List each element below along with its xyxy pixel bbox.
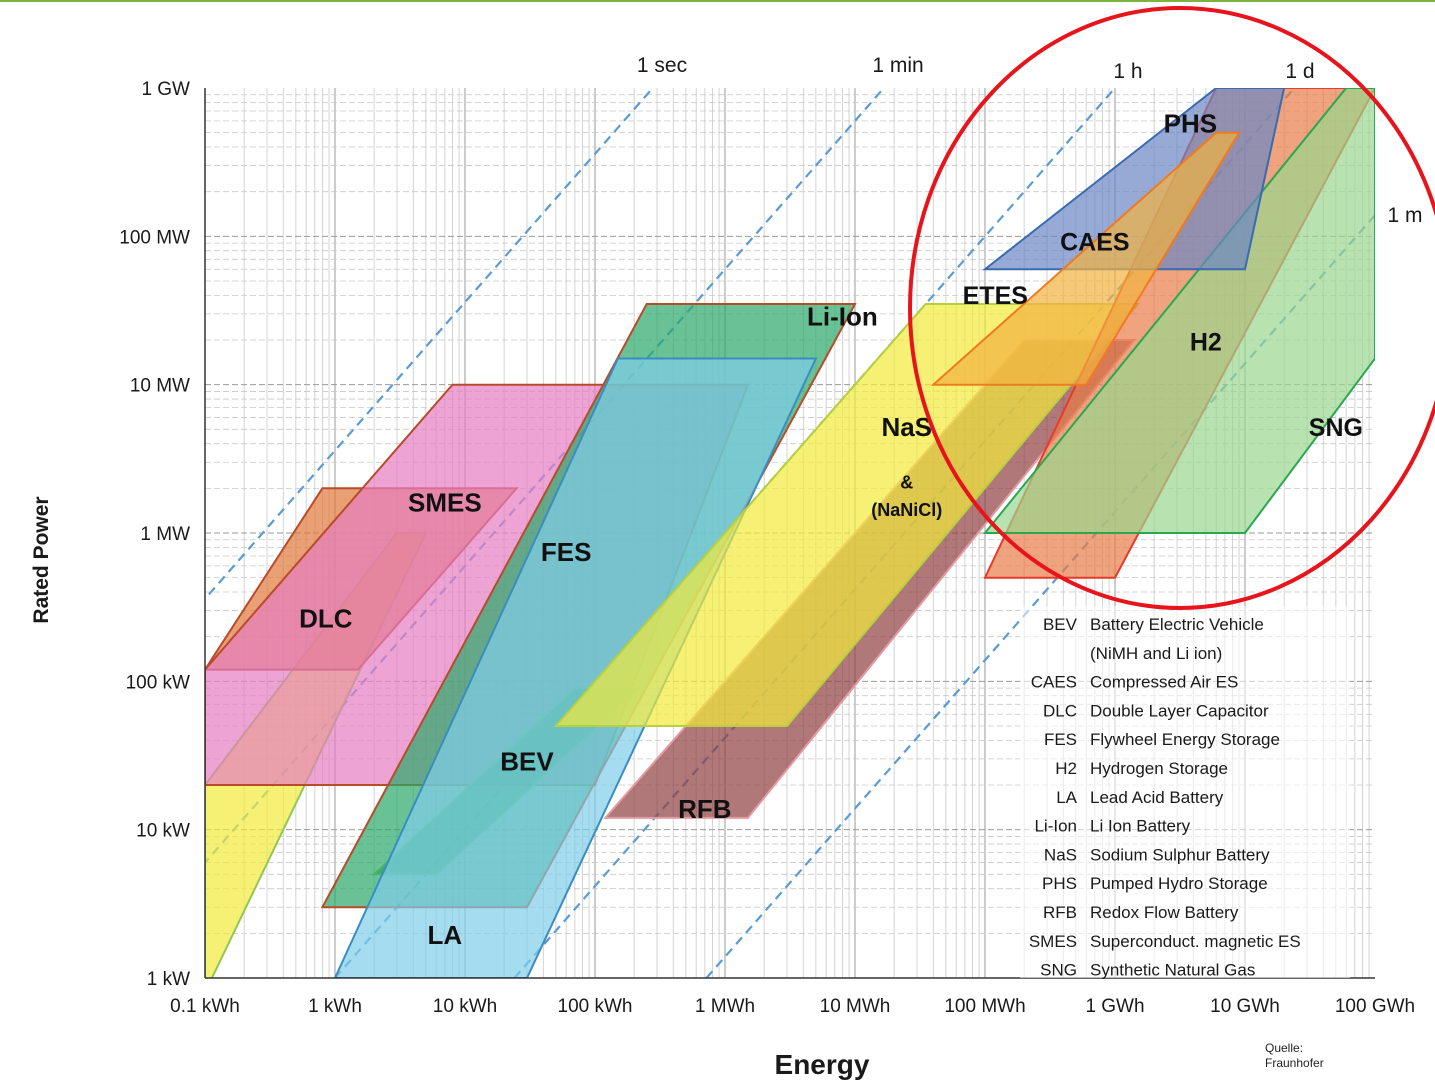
- legend-name: Superconduct. magnetic ES: [1090, 932, 1301, 951]
- legend-name: Battery Electric Vehicle: [1090, 615, 1264, 634]
- x-tick-label: 10 kWh: [433, 996, 497, 1017]
- label-dlc: DLC: [299, 604, 353, 634]
- legend-abbr: RFB: [1043, 903, 1077, 922]
- label-smes: SMES: [408, 487, 482, 517]
- legend-abbr: DLC: [1043, 701, 1077, 720]
- source-label: Quelle:: [1265, 1041, 1303, 1055]
- region-sng: [982, 88, 1375, 534]
- legend-name: Hydrogen Storage: [1090, 759, 1228, 778]
- x-tick-label: 10 GWh: [1210, 996, 1280, 1017]
- legend-name: Li Ion Battery: [1090, 817, 1191, 836]
- source-label: Fraunhofer: [1265, 1056, 1324, 1070]
- y-tick-label: 1 kW: [147, 969, 190, 990]
- legend-abbr: SMES: [1029, 932, 1077, 951]
- y-tick-label: 1 MW: [140, 524, 190, 545]
- legend-abbr: Li-Ion: [1034, 817, 1077, 836]
- discharge-label-1-min: 1 min: [872, 54, 923, 77]
- label-la: LA: [428, 920, 463, 950]
- label-sng: SNG: [1309, 414, 1363, 442]
- discharge-label-1-h: 1 h: [1113, 60, 1142, 83]
- label-etes: ETES: [963, 282, 1028, 310]
- legend-name: (NiMH and Li ion): [1090, 644, 1222, 663]
- highlight-overlay: Quelle:Fraunhofer: [908, 6, 1435, 1070]
- legend-abbr: FES: [1044, 730, 1077, 749]
- y-axis-title: Rated Power: [30, 496, 53, 623]
- highlight-circle: [908, 6, 1435, 610]
- legend-name: Flywheel Energy Storage: [1090, 730, 1280, 749]
- legend-name: Redox Flow Battery: [1090, 903, 1239, 922]
- label-caes: CAES: [1060, 229, 1129, 257]
- legend-name: Synthetic Natural Gas: [1090, 961, 1255, 980]
- technology-labels: DLC SMES FES BEV Li-Ion LA RFB NaS H2 SNG PHS CAES E…: [299, 109, 1363, 950]
- axes: 0.1 kWh 1 kWh 10 kWh 100 kWh 1 MWh 10 MWh 100 …: [30, 54, 1423, 1080]
- label-nas: NaS: [881, 412, 932, 442]
- x-tick-label: 0.1 kWh: [170, 996, 240, 1017]
- legend-name: Double Layer Capacitor: [1090, 701, 1269, 720]
- legend-name: Lead Acid Battery: [1090, 788, 1224, 807]
- label-fes: FES: [541, 537, 592, 567]
- x-tick-label: 1 GWh: [1085, 996, 1144, 1017]
- y-tick-label: 1 GW: [141, 79, 190, 100]
- legend-abbr: CAES: [1031, 673, 1077, 692]
- label-phs: PHS: [1164, 109, 1217, 139]
- x-tick-label: 100 GWh: [1335, 996, 1415, 1017]
- label-extra: &: [900, 472, 913, 492]
- label-li-ion: Li-Ion: [807, 302, 878, 332]
- legend-name: Compressed Air ES: [1090, 673, 1238, 692]
- y-tick-label: 10 kW: [136, 821, 190, 842]
- y-tick-label: 10 MW: [130, 376, 190, 397]
- legend-background: [1020, 606, 1350, 978]
- region-caes: [930, 131, 1241, 386]
- legend-abbr: SNG: [1040, 961, 1077, 980]
- legend-abbr: BEV: [1043, 615, 1078, 634]
- y-tick-label: 100 MW: [119, 227, 190, 248]
- x-tick-label: 100 kWh: [558, 996, 633, 1017]
- technology-regions: [205, 88, 1375, 978]
- y-tick-label: 100 kW: [126, 672, 190, 693]
- label-extra: (NaNiCl): [871, 500, 942, 520]
- legend-name: Sodium Sulphur Battery: [1090, 845, 1270, 864]
- discharge-label-1-d: 1 d: [1285, 60, 1314, 83]
- region-phs: [982, 88, 1286, 271]
- top-accent-bar: [0, 0, 1435, 2]
- label-bev: BEV: [500, 747, 554, 777]
- x-tick-label: 1 kWh: [308, 996, 362, 1017]
- legend: BEV Battery Electric Vehicle (NiMH and Li …: [1020, 606, 1350, 980]
- legend-abbr: NaS: [1044, 845, 1077, 864]
- x-tick-label: 100 MWh: [944, 996, 1025, 1017]
- legend-name: Pumped Hydro Storage: [1090, 874, 1268, 893]
- legend-abbr: PHS: [1042, 874, 1077, 893]
- x-axis-title: Energy: [775, 1049, 870, 1080]
- x-tick-label: 10 MWh: [820, 996, 891, 1017]
- legend-abbr: H2: [1055, 759, 1077, 778]
- label-rfb: RFB: [678, 794, 731, 824]
- discharge-label-1-sec: 1 sec: [637, 54, 687, 77]
- region-la: [333, 357, 818, 978]
- discharge-label-1-m: 1 m: [1387, 204, 1422, 227]
- discharge-line-1-sec: [205, 88, 655, 601]
- x-tick-label: 1 MWh: [695, 996, 755, 1017]
- label-h2: H2: [1190, 328, 1222, 356]
- legend-abbr: LA: [1056, 788, 1077, 807]
